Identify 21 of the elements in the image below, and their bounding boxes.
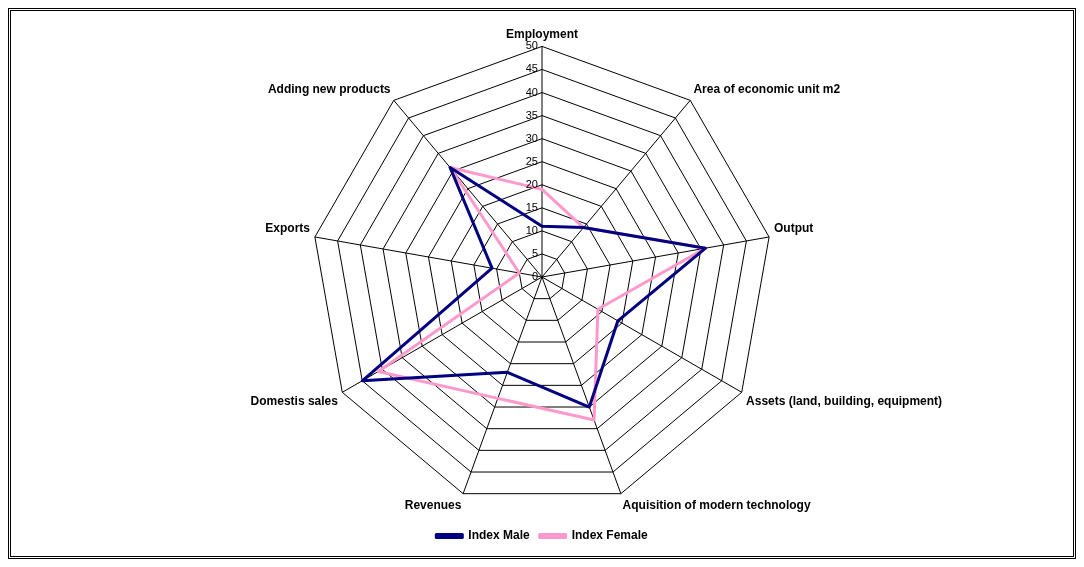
spoke-label: Area of economic unit m2 xyxy=(693,81,841,96)
y-tick-label: 10 xyxy=(525,223,538,236)
legend-label: Index Female xyxy=(571,528,649,543)
spoke-label: Assets (land, building, equipment) xyxy=(746,394,943,409)
spoke-label: Domestis sales xyxy=(250,394,339,409)
legend-label: Index Male xyxy=(468,528,530,543)
y-tick-label: 45 xyxy=(525,62,538,75)
y-tick-label: 35 xyxy=(525,108,538,121)
spoke-label: Revenues xyxy=(404,497,462,512)
spoke-label: Aquisition of modern technology xyxy=(622,497,811,512)
y-tick-label: 5 xyxy=(531,246,538,259)
y-tick-label: 40 xyxy=(525,85,538,98)
y-tick-label: 15 xyxy=(525,200,538,213)
y-tick-label: 20 xyxy=(525,177,538,190)
y-tick-label: 50 xyxy=(525,39,538,52)
spoke-label: Output xyxy=(774,221,814,236)
y-tick-label: 30 xyxy=(525,131,538,144)
y-tick-label: 25 xyxy=(525,154,538,167)
spoke-label: Adding new products xyxy=(267,81,391,96)
spoke-label: Exports xyxy=(265,221,311,236)
spoke-label: Employment xyxy=(505,26,579,41)
